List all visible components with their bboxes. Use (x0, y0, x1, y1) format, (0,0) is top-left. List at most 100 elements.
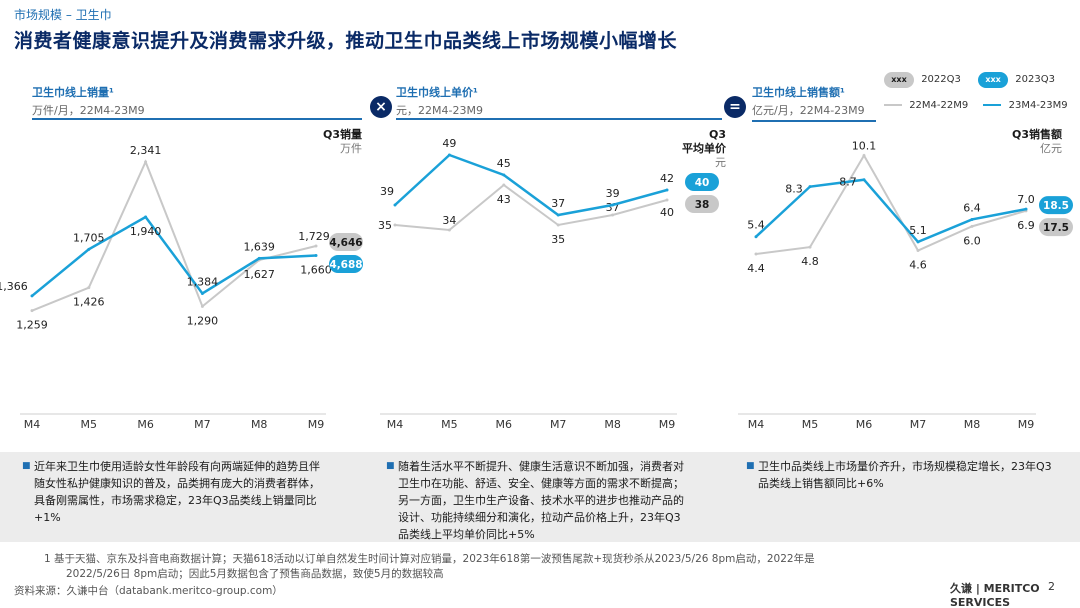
data-label: 5.1 (909, 224, 927, 237)
q3-unit-volume: 万件 (340, 142, 362, 155)
q3-title2-price: 平均单价 (682, 142, 726, 155)
data-label: 8.3 (785, 183, 803, 196)
series-line-23M4-23M9 (755, 178, 1027, 244)
x-tick-label: M4 (387, 418, 404, 431)
x-tick-label: M6 (856, 418, 873, 431)
q3-badge-2022 (1039, 218, 1073, 237)
data-point (862, 178, 866, 182)
panel-head-volume: 卫生巾线上销量¹ 万件/月，22M4-23M9 (32, 84, 362, 120)
q3-title-price: Q3 (708, 128, 726, 141)
q3-label-volume: Q3销量 万件 (300, 128, 362, 156)
panel-title-price: 卫生巾线上单价¹ (396, 86, 478, 99)
data-label: 7.0 (1017, 193, 1035, 206)
data-label: 4.8 (801, 255, 819, 268)
data-point (314, 254, 318, 257)
page-number: 2 (1048, 580, 1055, 593)
note-price-text: 随着生活水平不断提升、健康生活意识不断加强，消费者对卫生巾在功能、舒适、安全、健… (398, 460, 684, 541)
data-label: 45 (497, 157, 511, 170)
data-point (30, 294, 34, 298)
data-label: 6.0 (963, 234, 981, 247)
x-tick-label: M6 (137, 418, 154, 431)
note-price: ■ 随着生活水平不断提升、健康生活意识不断加强，消费者对卫生巾在功能、舒适、安全… (386, 458, 690, 543)
data-point (611, 203, 615, 207)
series-line-22M4-22M9 (755, 153, 1027, 255)
data-label: 34 (442, 214, 456, 227)
data-point (393, 203, 397, 207)
panel-sub-sales: 亿元/月，22M4-23M9 (752, 104, 865, 117)
notes-band (0, 452, 1080, 542)
data-point (1024, 207, 1028, 211)
data-label: 1,384 (187, 275, 219, 288)
series-line-22M4-22M9 (394, 183, 668, 232)
data-point (916, 240, 920, 244)
data-label: 37 (551, 197, 565, 210)
legend-line-2022 (884, 104, 902, 106)
series-line-23M4-23M9 (31, 215, 317, 297)
note-volume-text: 近年来卫生巾使用适龄女性年龄段有向两端延伸的趋势且伴随女性私护健康知识的普及，品… (34, 460, 320, 524)
data-point (754, 235, 758, 239)
data-point (970, 217, 974, 221)
data-point (200, 291, 204, 295)
series-line-23M4-23M9 (394, 153, 668, 217)
note-sales-text: 卫生巾品类线上市场量价齐升，市场规模稳定增长，23年Q3品类线上销售额同比+6% (758, 460, 1052, 490)
q3-badge-2023-label: 18.5 (1043, 200, 1069, 212)
q3-badge-2023 (685, 173, 719, 191)
data-point (314, 244, 318, 248)
data-point (611, 213, 615, 217)
q3-title-volume: Q3销量 (322, 128, 362, 141)
data-point (447, 153, 451, 157)
panel-title-sales: 卫生巾线上销售额¹ (752, 86, 845, 99)
x-tick-label: M8 (604, 418, 621, 431)
q3-badge-2023-label: 40 (695, 177, 710, 189)
data-point (808, 245, 812, 249)
legend-pill-2022: xxx (884, 72, 914, 88)
data-point (808, 185, 812, 189)
data-label: 2,341 (130, 144, 162, 157)
x-tick-label: M6 (496, 418, 513, 431)
q3-badge-2023 (1039, 196, 1073, 215)
data-label: 1,259 (16, 319, 48, 332)
note-volume: ■ 近年来卫生巾使用适龄女性年龄段有向两端延伸的趋势且伴随女性私护健康知识的普及… (22, 458, 330, 526)
x-tick-label: M4 (24, 418, 41, 431)
data-point (502, 173, 506, 177)
data-label: 6.4 (963, 201, 981, 214)
panel-head-sales: 卫生巾线上销售额¹ 亿元/月，22M4-23M9 (752, 84, 1062, 120)
data-point (447, 228, 451, 232)
breadcrumb: 市场规模 – 卫生巾 (14, 8, 112, 22)
data-point (87, 286, 91, 290)
data-label: 1,366 (0, 280, 28, 293)
panel-sub-volume: 万件/月，22M4-23M9 (32, 104, 145, 117)
bullet-icon: ■ (386, 461, 395, 471)
page-title: 消费者健康意识提升及消费需求升级，推动卫生巾品类线上市场规模小幅增长 (14, 30, 678, 52)
data-point (257, 256, 261, 260)
data-label: 40 (660, 206, 674, 219)
x-tick-label: M5 (81, 418, 98, 431)
data-label: 6.9 (1017, 219, 1035, 232)
legend-label-2023q3: 2023Q3 (1015, 74, 1055, 85)
bullet-icon: ■ (22, 461, 31, 471)
note-sales: ■ 卫生巾品类线上市场量价齐升，市场规模稳定增长，23年Q3品类线上销售额同比+… (746, 458, 1058, 492)
x-tick-label: M9 (659, 418, 676, 431)
data-label: 8.7 (839, 176, 857, 189)
x-tick-label: M7 (550, 418, 567, 431)
data-label: 1,705 (73, 231, 105, 244)
data-label: 35 (378, 219, 392, 232)
legend-line-2023 (983, 104, 1002, 106)
data-label: 1,660 (300, 264, 332, 277)
data-point (144, 215, 148, 219)
bullet-icon: ■ (746, 461, 755, 471)
footnote-line1: 1 基于天猫、京东及抖音电商数据计算；天猫618活动以订单自然发生时间计算对应销… (44, 553, 815, 565)
x-tick-label: M5 (441, 418, 458, 431)
data-label: 10.1 (852, 140, 877, 153)
data-point (200, 304, 204, 308)
x-tick-label: M8 (251, 418, 268, 431)
q3-badge-2022 (685, 195, 719, 213)
data-point (862, 154, 866, 158)
x-tick-label: M5 (802, 418, 819, 431)
q3-badge-2022-label: 4,646 (329, 237, 362, 249)
data-label: 4.4 (747, 262, 765, 275)
x-tick-label: M8 (964, 418, 981, 431)
footnote-line2: 2022/5/26日 8pm启动；因此5月数据包含了预售商品数据，致使5月的数据… (66, 568, 444, 580)
x-tick-label: M9 (1018, 418, 1035, 431)
q3-label-sales: Q3销售额 亿元 (992, 128, 1062, 156)
